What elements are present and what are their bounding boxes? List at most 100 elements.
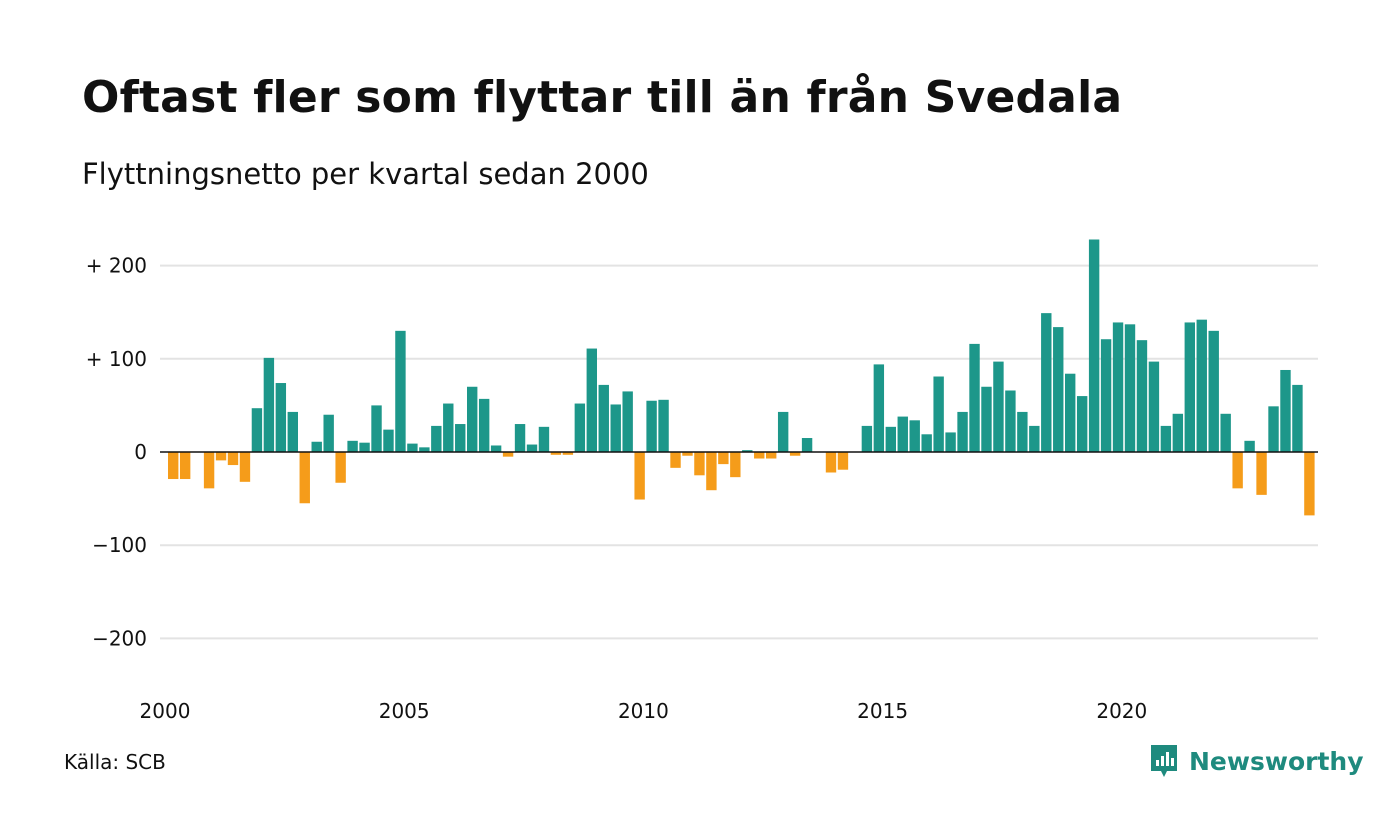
bar [1053,327,1064,452]
bar [1005,390,1016,452]
bar [1196,319,1207,452]
bar [1268,406,1279,452]
bar [431,425,442,452]
bar [969,343,980,452]
bar [754,452,765,459]
bar [885,426,896,452]
bar [443,403,454,452]
source-label: Källa: SCB [64,750,166,774]
bar [311,441,322,452]
bar [634,452,645,500]
bar [323,414,334,452]
bar [335,452,346,483]
bar [789,452,801,456]
y-tick-label: −100 [92,533,147,557]
bar [598,384,609,452]
bar [383,429,394,452]
y-tick-label: + 200 [86,254,147,278]
bar [359,442,370,452]
bar [203,452,215,489]
bar [1280,369,1291,452]
bars [160,239,1318,516]
bar [1065,373,1076,452]
bar [777,411,789,452]
bar [467,386,478,452]
bar [766,452,777,459]
bar [921,434,932,452]
brand-name: Newsworthy [1189,746,1364,776]
bar [897,416,908,452]
bar [550,452,562,455]
bar [574,403,586,452]
bar [239,452,251,482]
bar [502,452,514,457]
bar [837,452,849,470]
bar [1076,396,1088,452]
bar [287,411,298,452]
bar [1041,313,1052,452]
bar [1029,425,1040,452]
x-tick-label: 2015 [857,699,908,723]
bar [873,364,885,452]
x-tick-label: 2020 [1096,699,1147,723]
bar [1112,322,1124,452]
bar [168,452,179,480]
bar [455,424,466,452]
bar [215,452,227,461]
bar [514,424,526,452]
bar [610,404,621,452]
bar [1184,322,1195,452]
bar [682,452,693,456]
bar [275,383,287,452]
bar [251,408,263,452]
bar [1172,413,1184,452]
y-tick-label: −200 [92,626,147,650]
bar [419,447,430,452]
y-tick-label: 0 [134,440,147,464]
bar [407,443,418,452]
newsworthy-logo-icon [1151,745,1177,777]
y-tick-label: + 100 [86,347,147,371]
bar [263,357,275,452]
bar [299,452,310,504]
brand-logo: Newsworthy [1149,743,1364,779]
bar [933,376,944,452]
bar [670,452,681,468]
bar [538,426,550,452]
chart-subtitle: Flyttningsnetto per kvartal sedan 2000 [82,157,649,191]
bar [718,452,729,465]
bar [562,452,574,455]
axis-labels: + 200 + 100 0 −100 −200 2000 2005 2010 2015 2020 [86,254,1148,723]
bar [706,452,717,491]
bar [825,452,837,473]
bar [1232,452,1243,489]
x-tick-label: 2005 [379,699,430,723]
x-tick-label: 2000 [140,699,191,723]
bar [1124,324,1136,452]
bar [957,411,968,452]
bar [395,330,406,452]
bar [1148,361,1160,452]
bar [981,386,992,452]
bar [646,400,657,452]
bar [861,425,873,452]
bar [909,420,920,452]
bar [526,444,538,452]
x-tick-label: 2010 [618,699,669,723]
bar [658,399,669,452]
chart-title: Oftast fler som flyttar till än från Sve… [82,72,1123,123]
bar [1304,452,1315,516]
bar [694,452,705,476]
bar [730,452,741,478]
bar [945,432,956,452]
bar [227,452,239,466]
bar [1244,440,1255,452]
bar [1256,452,1267,495]
bar [1220,413,1231,452]
bar [1100,339,1112,452]
bar [742,450,753,452]
bar [1292,384,1303,452]
bar [1160,425,1172,452]
bar [1017,411,1028,452]
bar [371,405,382,452]
